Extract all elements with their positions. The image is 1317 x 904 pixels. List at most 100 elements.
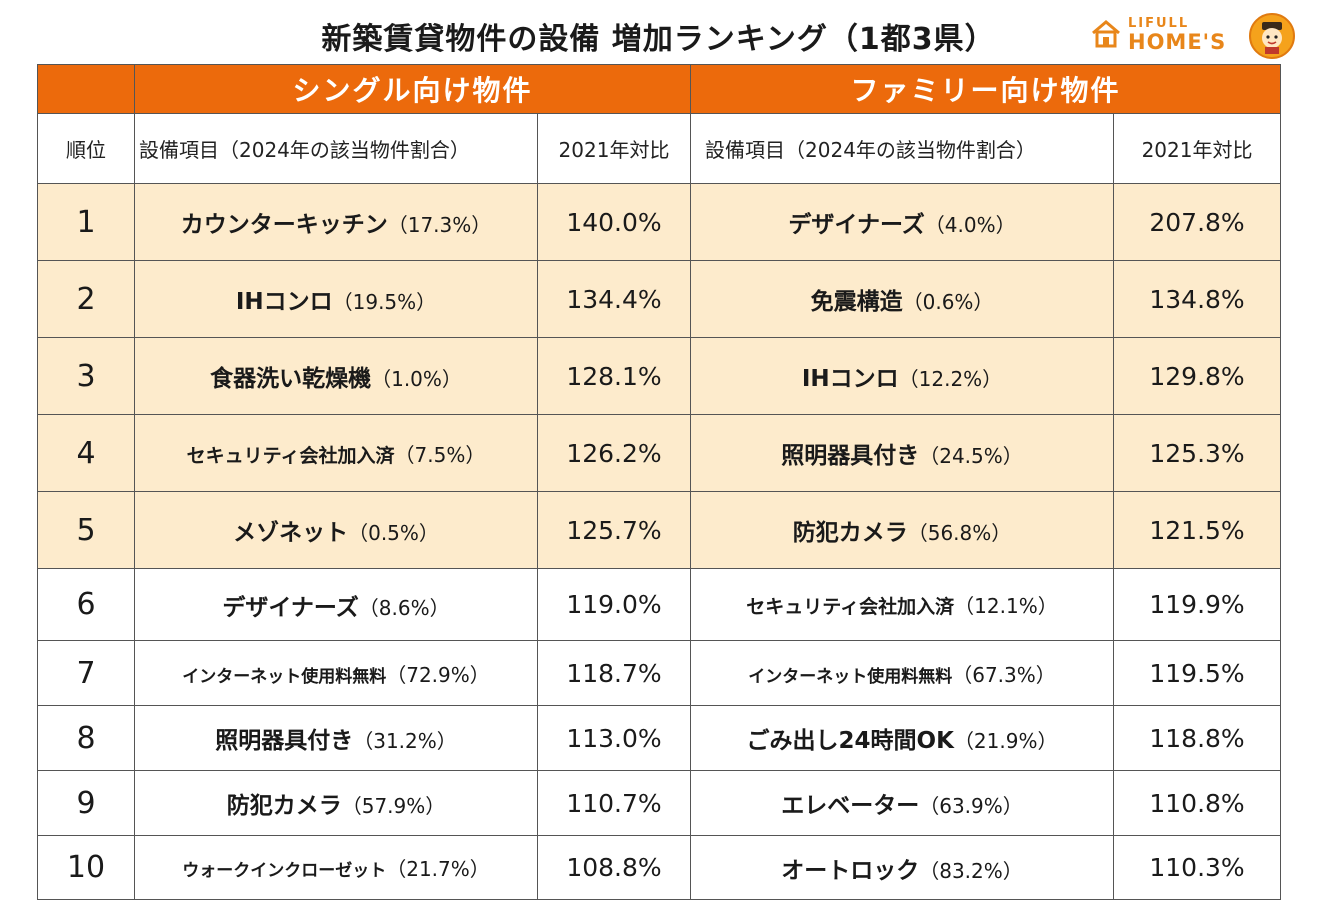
column-header-row: 順位 設備項目（2024年の該当物件割合） 2021年対比 設備項目（2024年… (37, 113, 1282, 184)
item-name: 防犯カメラ (226, 793, 342, 819)
family-item-cell: デザイナーズ（4.0%） (690, 183, 1115, 261)
item-pct: （67.3%） (952, 662, 1056, 687)
table-row: 9 防犯カメラ（57.9%） 110.7% エレベーター（63.9%） 110.… (37, 770, 1282, 836)
family-item-cell: IHコンロ（12.2%） (690, 337, 1115, 415)
header-family: ファミリー向け物件 (690, 64, 1282, 114)
item-name: セキュリティ会社加入済 (186, 444, 395, 467)
family-ratio-cell: 119.9% (1113, 568, 1282, 641)
mascot-icon (1248, 12, 1296, 64)
table-row: 1 カウンターキッチン（17.3%） 140.0% デザイナーズ（4.0%） 2… (37, 183, 1282, 261)
table-row: 8 照明器具付き（31.2%） 113.0% ごみ出し24時間OK（21.9%）… (37, 705, 1282, 771)
rank-cell: 6 (37, 568, 135, 641)
rank-cell: 7 (37, 640, 135, 706)
item-pct: （0.6%） (902, 290, 994, 314)
single-item-cell: IHコンロ（19.5%） (134, 260, 538, 338)
group-header-row: シングル向け物件 ファミリー向け物件 (37, 64, 1282, 114)
single-ratio-cell: 134.4% (536, 260, 692, 338)
item-name: 照明器具付き (781, 443, 920, 469)
item-pct: （17.3%） (387, 213, 492, 237)
item-pct: （12.2%） (898, 367, 1003, 391)
item-pct: （0.5%） (348, 521, 439, 545)
family-ratio-cell: 125.3% (1113, 414, 1282, 492)
rank-cell: 10 (37, 835, 135, 900)
item-name: 防犯カメラ (792, 520, 908, 546)
family-item-cell: 防犯カメラ（56.8%） (690, 491, 1115, 569)
item-name: インターネット使用料無料 (182, 666, 387, 687)
item-name: デザイナーズ (222, 594, 359, 621)
header-rank: 順位 (37, 113, 135, 184)
family-ratio-cell: 110.8% (1113, 770, 1282, 836)
family-item-cell: ごみ出し24時間OK（21.9%） (690, 705, 1115, 771)
single-ratio-cell: 113.0% (536, 705, 692, 771)
item-pct: （12.1%） (954, 594, 1058, 618)
page-title: 新築賃貸物件の設備 増加ランキング（1都3県） (321, 22, 996, 57)
table-row: 2 IHコンロ（19.5%） 134.4% 免震構造（0.6%） 134.8% (37, 260, 1282, 338)
single-item-cell: 照明器具付き（31.2%） (134, 705, 538, 771)
item-pct: （4.0%） (924, 213, 1016, 237)
item-name: 免震構造 (810, 289, 903, 315)
family-ratio-cell: 134.8% (1113, 260, 1282, 338)
header-family-ratio: 2021年対比 (1113, 113, 1282, 184)
single-item-cell: ウォークインクローゼット（21.7%） (134, 835, 538, 900)
family-ratio-cell: 121.5% (1113, 491, 1282, 569)
item-pct: （21.9%） (953, 729, 1058, 753)
item-name: 照明器具付き (215, 728, 354, 754)
header-single: シングル向け物件 (133, 64, 692, 114)
item-pct: （72.9%） (386, 662, 490, 687)
item-pct: （19.5%） (332, 290, 437, 314)
rank-cell: 1 (37, 183, 135, 261)
rank-cell: 2 (37, 260, 135, 338)
item-pct: （83.2%） (919, 858, 1023, 883)
item-name: エレベーター (781, 793, 920, 819)
item-name: カウンターキッチン (180, 212, 388, 238)
item-name: オートロック (781, 857, 920, 884)
item-name: ウォークインクローゼット (182, 861, 387, 881)
rank-cell: 5 (37, 491, 135, 569)
item-name: インターネット使用料無料 (748, 666, 953, 687)
rank-cell: 3 (37, 337, 135, 415)
single-ratio-cell: 126.2% (536, 414, 692, 492)
single-ratio-cell: 119.0% (536, 568, 692, 641)
item-name: IHコンロ (235, 289, 333, 315)
single-item-cell: 食器洗い乾燥機（1.0%） (134, 337, 538, 415)
item-pct: （63.9%） (919, 794, 1023, 818)
logo-big-text: HOME'S (1128, 30, 1227, 54)
house-icon (1090, 18, 1122, 54)
family-ratio-cell: 119.5% (1113, 640, 1282, 706)
logo-small-text: LIFULL (1128, 16, 1190, 31)
ranking-table: シングル向け物件 ファミリー向け物件 順位 設備項目（2024年の該当物件割合）… (37, 64, 1282, 900)
family-item-cell: セキュリティ会社加入済（12.1%） (690, 568, 1115, 641)
single-item-cell: メゾネット（0.5%） (134, 491, 538, 569)
family-ratio-cell: 118.8% (1113, 705, 1282, 771)
single-item-cell: セキュリティ会社加入済（7.5%） (134, 414, 538, 492)
item-pct: （57.9%） (341, 794, 446, 818)
family-item-cell: インターネット使用料無料（67.3%） (690, 640, 1115, 706)
family-ratio-cell: 129.8% (1113, 337, 1282, 415)
table-row: 5 メゾネット（0.5%） 125.7% 防犯カメラ（56.8%） 121.5% (37, 491, 1282, 569)
family-ratio-cell: 110.3% (1113, 835, 1282, 900)
item-pct: （8.6%） (358, 595, 450, 620)
family-item-cell: 免震構造（0.6%） (690, 260, 1115, 338)
family-item-cell: オートロック（83.2%） (690, 835, 1115, 900)
table-row: 3 食器洗い乾燥機（1.0%） 128.1% IHコンロ（12.2%） 129.… (37, 337, 1282, 415)
item-name: セキュリティ会社加入済 (746, 596, 955, 618)
rank-cell: 9 (37, 770, 135, 836)
single-item-cell: インターネット使用料無料（72.9%） (134, 640, 538, 706)
item-pct: （24.5%） (919, 444, 1023, 468)
item-pct: （21.7%） (386, 857, 490, 881)
item-name: ごみ出し24時間OK (746, 728, 954, 754)
single-ratio-cell: 125.7% (536, 491, 692, 569)
single-ratio-cell: 118.7% (536, 640, 692, 706)
header-single-ratio: 2021年対比 (536, 113, 692, 184)
family-ratio-cell: 207.8% (1113, 183, 1282, 261)
item-pct: （31.2%） (353, 729, 457, 753)
table-row: 4 セキュリティ会社加入済（7.5%） 126.2% 照明器具付き（24.5%）… (37, 414, 1282, 492)
table-row: 7 インターネット使用料無料（72.9%） 118.7% インターネット使用料無… (37, 640, 1282, 706)
single-ratio-cell: 140.0% (536, 183, 692, 261)
table-row: 10 ウォークインクローゼット（21.7%） 108.8% オートロック（83.… (37, 835, 1282, 900)
header-single-item: 設備項目（2024年の該当物件割合） (134, 113, 538, 184)
header-blank (37, 64, 135, 114)
rank-cell: 4 (37, 414, 135, 492)
family-item-cell: 照明器具付き（24.5%） (690, 414, 1115, 492)
rank-cell: 8 (37, 705, 135, 771)
